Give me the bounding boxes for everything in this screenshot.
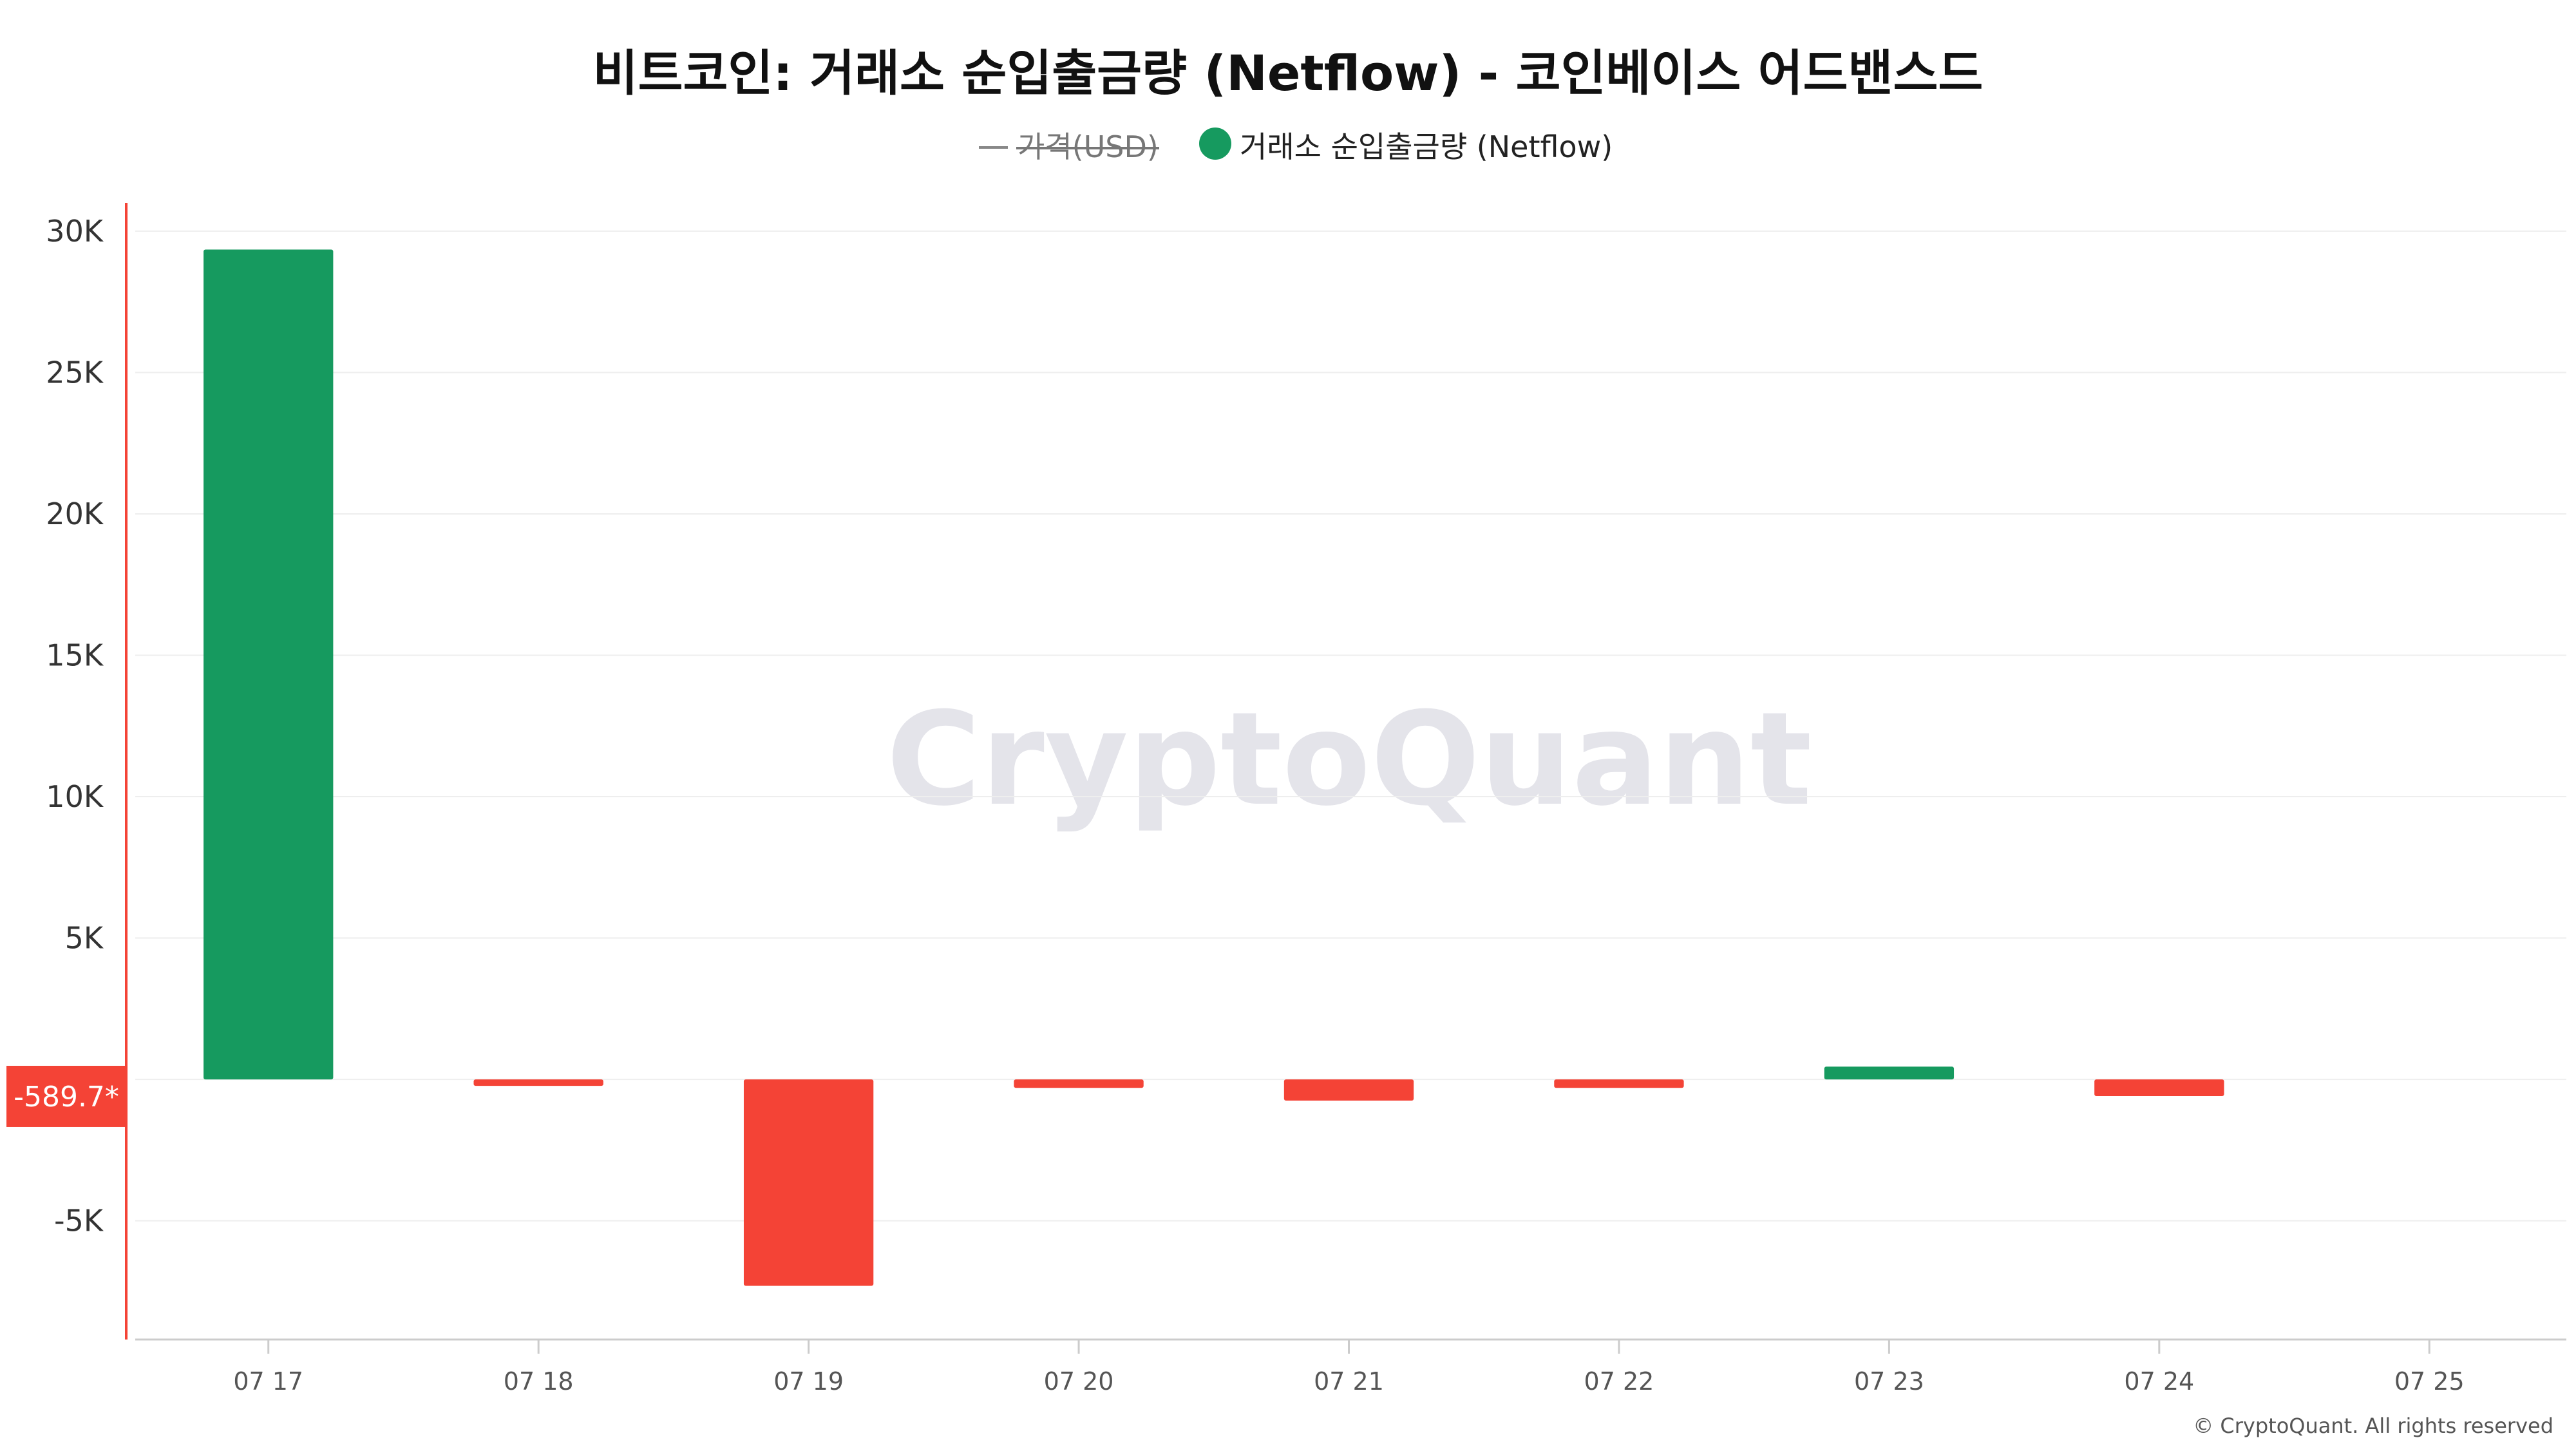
copyright-notice: © CryptoQuant. All rights reserved [2193, 1414, 2553, 1438]
y-tick-label: 10K [46, 779, 104, 814]
x-tick-label: 07 21 [1314, 1367, 1384, 1396]
bar[interactable] [204, 249, 334, 1080]
x-tick-label: 07 22 [1584, 1367, 1654, 1396]
current-value-background [6, 1065, 126, 1127]
y-tick-label: 15K [46, 638, 104, 672]
current-value-marker: -589.7* [6, 1065, 126, 1127]
legend-item-price[interactable]: 가격(USD) [979, 129, 1159, 164]
legend-item-netflow[interactable]: 거래소 순입출금량 (Netflow) [1199, 128, 1613, 164]
bar[interactable] [1283, 1079, 1414, 1101]
y-tick-label: 5K [65, 921, 104, 956]
bar[interactable] [1014, 1079, 1144, 1088]
x-tick-label: 07 17 [233, 1367, 303, 1396]
bar[interactable] [473, 1079, 603, 1086]
y-tick-label: 20K [46, 497, 104, 531]
x-tick-label: 07 20 [1044, 1367, 1114, 1396]
legend-label-netflow: 거래소 순입출금량 (Netflow) [1240, 129, 1613, 164]
y-tick-label: -5K [54, 1204, 104, 1238]
x-tick-label: 07 23 [1854, 1367, 1924, 1396]
current-value-label: -589.7* [14, 1081, 119, 1113]
x-tick-label: 07 19 [773, 1367, 844, 1396]
x-axis: 07 17 07 18 07 19 07 20 07 21 07 22 07 23 07 24… [135, 1338, 2566, 1396]
x-tick-label: 07 24 [2124, 1367, 2194, 1396]
watermark-text: CryptoQuant [886, 685, 1812, 835]
x-tick-label: 07 18 [504, 1367, 574, 1396]
bars [204, 249, 2224, 1286]
y-tick-label: 25K [46, 355, 104, 390]
bar[interactable] [1824, 1066, 1955, 1080]
bar[interactable] [2094, 1079, 2224, 1096]
y-tick-label: 30K [46, 214, 104, 249]
x-tick-label: 07 25 [2394, 1367, 2465, 1396]
watermark: CryptoQuant [886, 685, 1812, 835]
bar[interactable] [743, 1079, 874, 1286]
chart-title: 비트코인: 거래소 순입출금량 (Netflow) - 코인베이스 어드밴스드 [593, 44, 1984, 102]
legend: 가격(USD) 거래소 순입출금량 (Netflow) [979, 128, 1613, 164]
bar[interactable] [1554, 1079, 1684, 1088]
legend-circle-marker [1199, 128, 1231, 160]
y-axis-ticks: 30K 25K 20K 15K 10K 5K -5K [46, 214, 104, 1238]
